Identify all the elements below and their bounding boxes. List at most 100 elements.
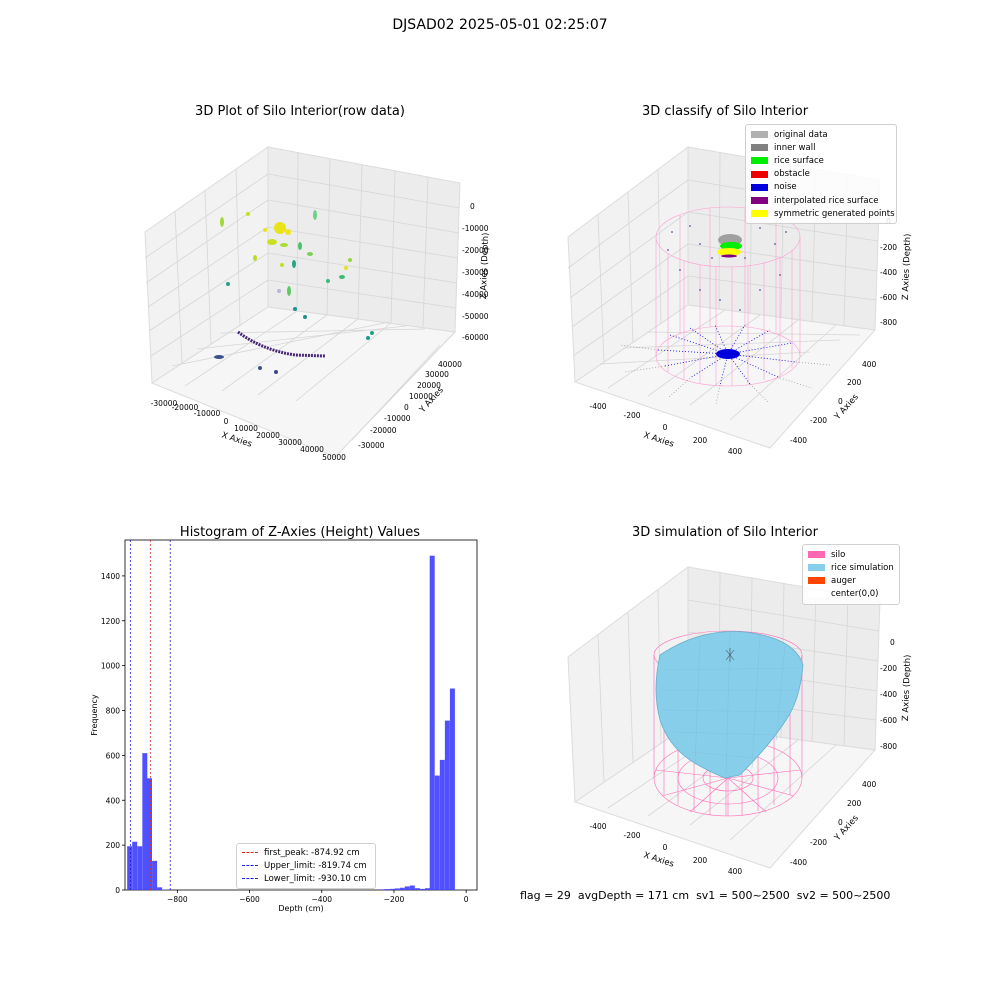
legend-swatch xyxy=(751,131,768,139)
x-tick-label: −200 xyxy=(384,895,405,904)
y-tick: -200 xyxy=(810,838,827,847)
histogram-bar xyxy=(394,888,400,890)
flag-value: flag = 29 xyxy=(520,889,571,902)
y-tick-label: 0 xyxy=(115,886,120,895)
classify-legend: original data inner wall rice surface ob… xyxy=(745,124,897,225)
legend-item: symmetric generated points xyxy=(751,207,895,220)
raw-z-ticks: 0 -10000 -20000 -30000 -40000 -50000 -60… xyxy=(462,202,489,342)
x-tick: 40000 xyxy=(300,445,324,454)
histogram-bar xyxy=(404,886,410,890)
x-tick: -20000 xyxy=(172,403,199,412)
legend-item: silo xyxy=(808,548,894,561)
histogram-bar xyxy=(157,887,163,890)
z-tick: -60000 xyxy=(462,333,489,342)
histogram-bar xyxy=(414,888,420,890)
sim-x-label: X Axies xyxy=(642,850,675,869)
sim-z-ticks: 0 -200 -400 -600 -800 xyxy=(880,638,897,751)
legend-swatch xyxy=(242,852,258,854)
histogram-bar xyxy=(384,889,390,890)
z-tick: 0 xyxy=(470,202,475,211)
y-tick: 10000 xyxy=(409,392,433,401)
legend-label: interpolated rice surface xyxy=(774,195,879,206)
sv2-value: sv2 = 500~2500 xyxy=(796,889,891,902)
sim-y-label: Y Axies xyxy=(832,813,861,844)
sim-y-ticks: -400 -200 0 200 400 xyxy=(790,780,877,867)
classify-plot-title: 3D classify of Silo Interior xyxy=(641,104,809,119)
legend-label: rice surface xyxy=(774,155,824,166)
classify-noise-center xyxy=(716,349,740,359)
y-tick: 200 xyxy=(847,799,862,808)
legend-swatch xyxy=(808,577,825,585)
histogram-bar xyxy=(444,720,450,890)
y-tick: -30000 xyxy=(358,441,385,450)
y-tick-label: 1200 xyxy=(101,617,120,626)
x-tick: -400 xyxy=(589,402,606,411)
x-tick: 20000 xyxy=(256,431,280,440)
y-tick: 0 xyxy=(404,403,409,412)
legend-swatch xyxy=(242,878,258,880)
legend-label: Lower_limit: -930.10 cm xyxy=(264,873,367,884)
legend-swatch xyxy=(808,590,825,598)
sim-z-label: Z Axies (Depth) xyxy=(901,654,913,721)
raw-plot-title: 3D Plot of Silo Interior(row data) xyxy=(195,104,405,119)
legend-item: rice surface xyxy=(751,154,891,167)
legend-swatch xyxy=(751,157,768,165)
legend-swatch xyxy=(751,144,768,152)
legend-label: rice simulation xyxy=(831,562,894,573)
y-tick: 40000 xyxy=(438,360,462,369)
classify-z-ticks: 0 -200 -400 -600 -800 xyxy=(880,217,897,327)
classify-rice-surface-points xyxy=(720,242,742,250)
raw-x-ticks: -30000 -20000 -10000 0 10000 20000 30000… xyxy=(151,399,346,462)
raw-y-ticks: -30000 -20000 -10000 0 10000 20000 30000… xyxy=(358,360,462,450)
histogram-bar xyxy=(132,841,138,890)
histogram-y-ticks: 0 200 400 600 800 1000 1200 1400 xyxy=(101,572,125,895)
y-tick: -200 xyxy=(810,416,827,425)
sim-rice-mesh xyxy=(660,632,801,777)
y-tick: 400 xyxy=(862,780,877,789)
x-tick: 400 xyxy=(728,867,743,876)
z-tick: -400 xyxy=(880,690,897,699)
legend-swatch xyxy=(751,197,768,205)
y-tick-label: 1400 xyxy=(101,572,120,581)
histogram-bar xyxy=(425,888,430,890)
z-tick: -40000 xyxy=(462,290,489,299)
x-tick: -30000 xyxy=(151,399,178,408)
x-tick: -200 xyxy=(623,411,640,420)
x-tick: 0 xyxy=(663,423,668,432)
raw-points xyxy=(214,210,374,374)
legend-swatch xyxy=(751,170,768,178)
histogram-bar xyxy=(152,860,158,890)
x-tick-label: −600 xyxy=(239,895,260,904)
z-tick: -200 xyxy=(880,243,897,252)
y-tick-label: 200 xyxy=(106,841,121,850)
histogram-bar xyxy=(449,688,455,890)
histogram-chart: −800 −600 −400 −200 0 0 200 400 600 800 1000 1200 1… xyxy=(90,539,478,913)
histogram-plot-area xyxy=(124,539,478,891)
x-tick: 0 xyxy=(224,417,229,426)
y-tick: -10000 xyxy=(384,414,411,423)
sim-floor-pane xyxy=(573,724,876,869)
histogram-bar xyxy=(147,778,153,890)
legend-swatch xyxy=(751,183,768,191)
status-line: flag = 29 avgDepth = 171 cm sv1 = 500~25… xyxy=(520,889,890,902)
histogram-title: Histogram of Z-Axies (Height) Values xyxy=(179,525,421,540)
z-tick: -800 xyxy=(880,318,897,327)
legend-item: auger xyxy=(808,574,894,587)
legend-label: silo xyxy=(831,549,846,560)
legend-item: rice simulation xyxy=(808,561,894,574)
histogram-bar xyxy=(389,888,395,890)
legend-item: Lower_limit: -930.10 cm xyxy=(242,872,370,885)
y-tick: -20000 xyxy=(370,426,397,435)
sim-x-ticks: -400 -200 0 200 400 xyxy=(589,822,742,876)
x-tick: 30000 xyxy=(278,438,302,447)
raw-grid xyxy=(144,152,460,441)
z-tick: -20000 xyxy=(462,246,489,255)
legend-swatch xyxy=(808,551,825,559)
histogram-bar xyxy=(409,885,415,890)
legend-label: Upper_limit: -819.74 cm xyxy=(264,860,367,871)
classify-y-ticks: -400 -200 0 200 400 xyxy=(790,360,877,445)
x-tick-label: 0 xyxy=(464,895,469,904)
y-tick: 200 xyxy=(847,378,862,387)
z-tick: -30000 xyxy=(462,268,489,277)
histogram-bar xyxy=(419,888,425,890)
